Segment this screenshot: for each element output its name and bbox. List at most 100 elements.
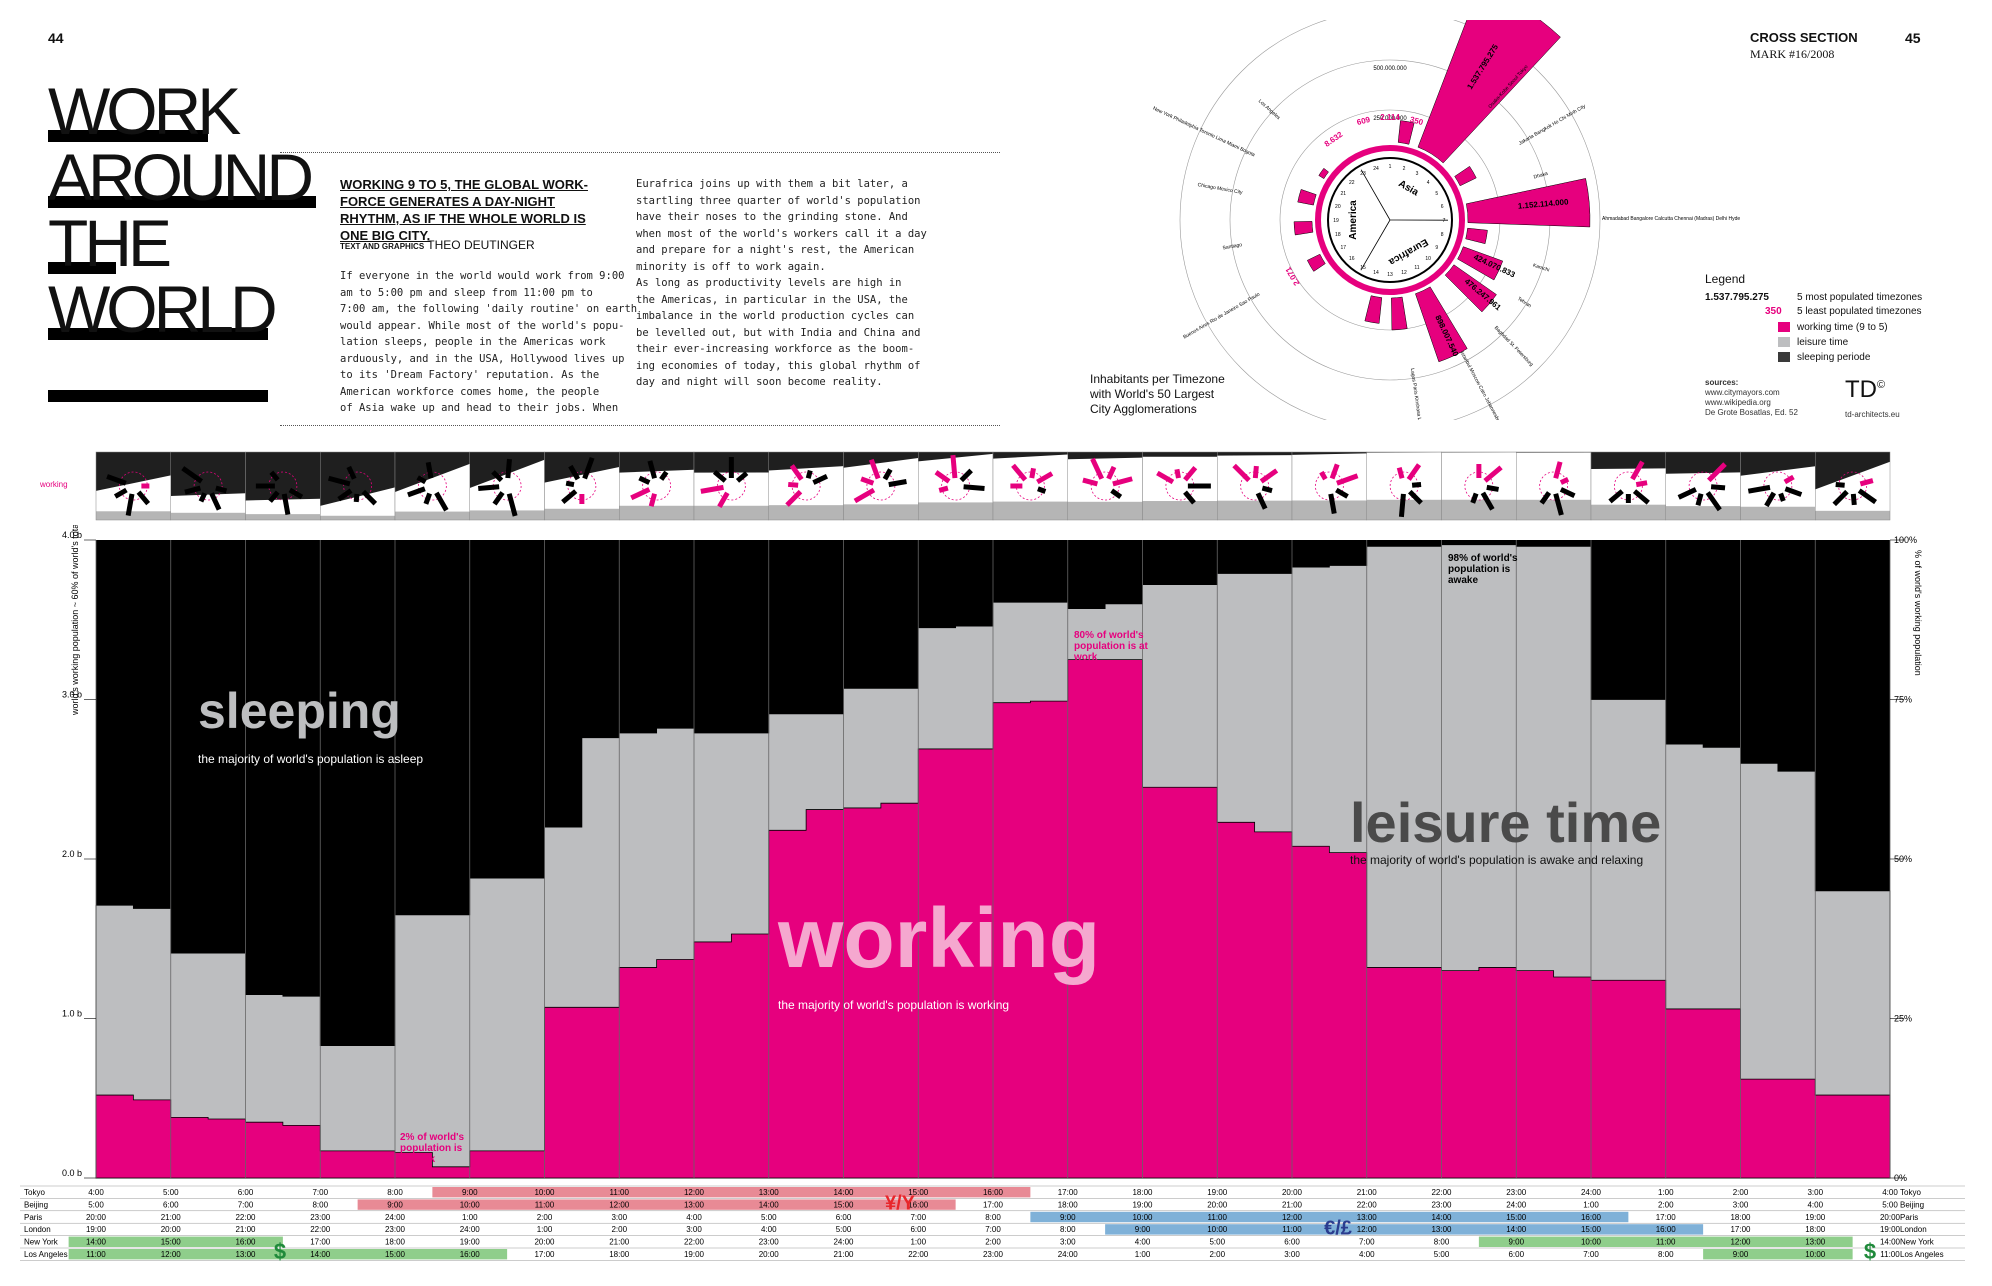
tz-hour-cell: 5:00 [1882, 1200, 1898, 1209]
clock-cell-spike [712, 469, 727, 483]
clock-cell [1291, 451, 1367, 521]
tz-hour-cell: 17:00 [1058, 1188, 1079, 1197]
legend-swatch-sleeping [1778, 352, 1790, 362]
radial-city-group: New York Philadelphia Toronto Lima Miami… [1152, 106, 1256, 159]
clock-cell-spike [1608, 489, 1624, 504]
radial-chart: 750.000.000500.000.000250.000.0001234567… [1152, 20, 1740, 420]
tz-row-name-left: Los Angeles [24, 1250, 68, 1259]
body-column-2: Eurafrica joins up with them a bit later… [636, 178, 927, 388]
radial-wedge [1391, 296, 1408, 331]
radial-hour-tick: 23 [1360, 171, 1366, 177]
tz-hour-cell: 1:00 [462, 1213, 478, 1222]
clock-cell-spike [1850, 493, 1857, 506]
clock-cell-leisure [1591, 504, 1666, 520]
y-right-tick-label: 100% [1894, 535, 1917, 545]
clock-cell-spike [1328, 493, 1337, 515]
clock-cell [95, 451, 171, 521]
clock-cell-spike [1336, 473, 1359, 486]
clock-cell-leisure [320, 515, 395, 520]
radial-caption-1: Inhabitants per Timezone [1090, 372, 1225, 386]
radial-wedge [1457, 246, 1504, 281]
tz-hour-cell: 10:00 [534, 1188, 555, 1197]
clock-cell-spike [860, 476, 875, 486]
clock-cell [1740, 451, 1816, 521]
clock-cell-spike [1174, 468, 1181, 479]
clock-cell-spike [717, 491, 730, 509]
clock-cell-spike [1183, 490, 1196, 505]
sources-label: sources: [1705, 378, 1739, 387]
tz-hour-cell: 8:00 [985, 1213, 1001, 1222]
annotation-98-percent: 98% of world's population is awake [1448, 553, 1518, 586]
clock-cell-ring [1763, 471, 1793, 501]
tz-hour-cell: 10:00 [1207, 1225, 1228, 1234]
tz-hour-cell: 8:00 [312, 1200, 328, 1209]
section-title: CROSS SECTION [1750, 30, 1858, 45]
radial-hour-tick: 6 [1441, 204, 1444, 210]
tz-hour-cell: 12:00 [609, 1200, 630, 1209]
tz-hour-cell: 14:00 [86, 1238, 107, 1247]
clock-cell-spike [288, 487, 304, 500]
clock-cell [619, 451, 695, 521]
y-right-tick-label: 75% [1894, 695, 1912, 705]
radial-ring [1179, 20, 1601, 420]
tz-hour-cell: 2:00 [537, 1213, 553, 1222]
title-bar-2 [48, 196, 316, 208]
y-right-tick-label: 0% [1894, 1173, 1907, 1183]
tz-hour-cell: 13:00 [235, 1250, 256, 1259]
clock-cell-spike [328, 475, 351, 487]
clock-cell-spike [353, 493, 360, 503]
tz-row-name-left: Beijing [24, 1200, 48, 1209]
tz-hour-cell: 16:00 [1656, 1225, 1677, 1234]
clock-strip: working [40, 451, 1891, 521]
radial-hour-tick: 20 [1335, 204, 1341, 210]
legend-label-working: working time (9 to 5) [1797, 322, 1888, 333]
title-bar-top [48, 130, 208, 142]
clock-cell-spike [268, 490, 280, 503]
clock-cell [768, 451, 844, 521]
clock-cell-spike [1707, 462, 1727, 483]
tz-hour-cell: 17:00 [1656, 1213, 1677, 1222]
clock-cell-spike [1106, 465, 1117, 480]
clock-cell [245, 451, 321, 521]
issue-label: MARK #16/2008 [1750, 47, 1835, 61]
clock-cell-leisure [1516, 499, 1591, 520]
tz-hour-cell: 3:00 [686, 1225, 702, 1234]
clock-cell-spike [735, 471, 749, 483]
legend-key-most: 1.537.795.275 [1705, 292, 1769, 303]
tz-hour-cell: 14:00 [1880, 1238, 1901, 1247]
clock-cell-spike [1470, 492, 1479, 504]
title-line-2: AROUND [48, 140, 314, 214]
label-working-sub: the majority of world's population is wo… [778, 998, 1010, 1012]
radial-city-group: Ahmadabad Bangalore Calcutta Chennai (Ma… [1602, 216, 1740, 222]
clock-cell-sleep [1142, 452, 1218, 457]
legend-label-most: 5 most populated timezones [1797, 292, 1923, 303]
radial-wedge [1297, 189, 1317, 206]
tz-hour-cell: 6:00 [1284, 1238, 1300, 1247]
clock-cell-spike [882, 468, 893, 481]
tz-hour-cell: 11:00 [1208, 1213, 1228, 1222]
clock-cell-spike [785, 489, 803, 507]
clock-cell-sleep [768, 452, 844, 471]
tz-hour-cell: 19:00 [1805, 1213, 1826, 1222]
radial-city-group: Lagos Paris Kinshasa London [1409, 368, 1424, 420]
tz-hour-cell: 23:00 [1506, 1188, 1527, 1197]
brand-letters: TD [1845, 376, 1877, 403]
clock-cell-leisure [694, 505, 769, 520]
tz-hour-cell: 9:00 [1135, 1225, 1151, 1234]
tz-hour-cell: 8:00 [1658, 1250, 1674, 1259]
clock-cell-spike [561, 489, 578, 504]
clock-cell-ring [1539, 471, 1569, 501]
credit-label: TEXT AND GRAPHICS [340, 242, 425, 251]
radial-wedge [1318, 167, 1329, 180]
tz-hour-cell: 20:00 [759, 1250, 780, 1259]
tz-work-band [1105, 1224, 1704, 1235]
tz-hour-cell: 18:00 [1730, 1213, 1751, 1222]
tz-hour-cell: 13:00 [684, 1200, 705, 1209]
sources: sources: www.citymayors.com www.wikipedi… [1705, 378, 1798, 418]
tz-hour-cell: 3:00 [1733, 1200, 1749, 1209]
tz-hour-cell: 11:00 [610, 1188, 630, 1197]
tz-hour-cell: 3:00 [1060, 1238, 1076, 1247]
clock-cell-spike [1183, 466, 1198, 482]
y-left-tick-label: 2.0 b [62, 849, 82, 859]
